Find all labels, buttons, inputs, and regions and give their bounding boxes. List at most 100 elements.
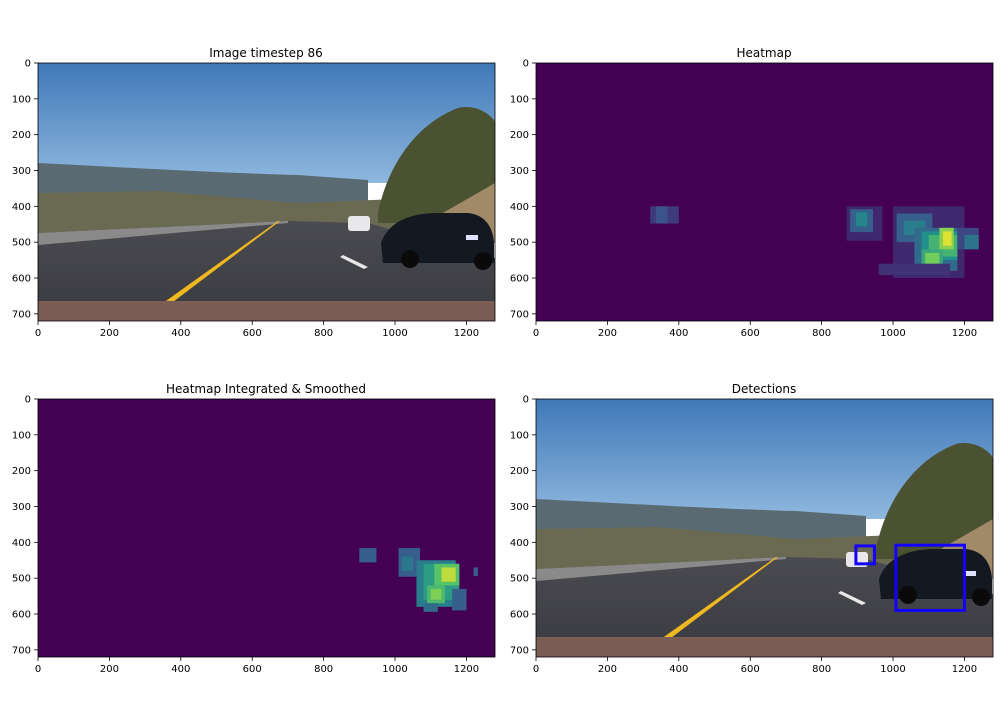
trees-right <box>876 442 993 559</box>
y-tick-label: 200 <box>12 466 31 477</box>
lane-line-yellow <box>654 557 778 644</box>
y-tick-label: 700 <box>12 645 31 656</box>
chart-title: Heatmap Integrated & Smoothed <box>166 382 366 396</box>
x-tick-label: 600 <box>243 328 262 339</box>
y-tick-label: 600 <box>12 274 31 285</box>
y-tick-label: 400 <box>510 538 529 549</box>
wheel <box>474 252 492 270</box>
y-tick-label: 500 <box>510 574 529 585</box>
chart-title: Detections <box>732 382 797 396</box>
x-tick-label: 200 <box>100 328 119 339</box>
axes-frame <box>535 398 994 658</box>
axes-frame <box>37 62 496 322</box>
y-tick-label: 0 <box>25 395 31 406</box>
y-tick-label: 300 <box>510 502 529 513</box>
heatmap-cell <box>655 206 668 224</box>
x-tick-label: 800 <box>812 664 831 675</box>
barrier <box>536 557 786 581</box>
x-tick-label: 200 <box>100 664 119 675</box>
x-tick-label: 400 <box>669 664 688 675</box>
y-tick-label: 100 <box>510 430 529 441</box>
panel-detections: Detections 0 200 400 600 800 1000 1200 0 100 200 3… <box>510 382 994 675</box>
panel-original-image: Image timestep 86 0 200 400 600 800 1000 12000… <box>12 46 496 339</box>
y-tick-label: 600 <box>510 274 529 285</box>
y-tick-label: 700 <box>510 309 529 320</box>
x-tick-label: 800 <box>812 328 831 339</box>
heatmap-cell <box>452 588 467 611</box>
y-tick-label: 700 <box>12 309 31 320</box>
x-tick-label: 0 <box>35 328 41 339</box>
heatmap-cell <box>925 252 940 268</box>
heatmap-cell <box>423 603 438 612</box>
license-plate <box>964 571 976 576</box>
car-hood <box>38 301 495 321</box>
chart-title: Image timestep 86 <box>209 46 323 60</box>
x-tick-label: 1000 <box>880 328 905 339</box>
x-tick-label: 200 <box>598 328 617 339</box>
y-tick-label: 0 <box>523 59 529 70</box>
x-tick-label: 1200 <box>454 328 479 339</box>
plot-area: 0 200 400 600 800 1000 1200 0 100 200 300 400 500 600… <box>510 59 994 339</box>
heatmap-background <box>38 399 495 657</box>
chart-title: Heatmap <box>736 46 791 60</box>
heatmap-cell <box>943 231 952 246</box>
x-tick-label: 800 <box>314 664 333 675</box>
detection-box <box>854 544 876 566</box>
trees-right <box>378 106 495 223</box>
heatmap-cell <box>964 235 979 250</box>
y-tick-label: 100 <box>12 94 31 105</box>
wheel <box>401 250 419 268</box>
x-tick-label: 200 <box>598 664 617 675</box>
x-tick-label: 800 <box>314 328 333 339</box>
road-photo <box>38 63 495 321</box>
plot-area: 0 200 400 600 800 1000 1200 0 100 200 300 400 500 600… <box>12 59 496 339</box>
x-tick-label: 400 <box>171 328 190 339</box>
y-tick-label: 200 <box>12 130 31 141</box>
x-tick-label: 1000 <box>880 664 905 675</box>
car-hood <box>536 637 993 657</box>
axes-frame <box>37 398 496 658</box>
license-plate <box>466 235 478 240</box>
heatmap-cell <box>359 548 377 563</box>
heatmap-cell <box>855 212 868 227</box>
y-tick-label: 300 <box>510 166 529 177</box>
panel-heatmap: Heatmap 0 200 400 600 800 1000 1200 0 100 200 300 4… <box>510 46 994 339</box>
y-tick-label: 0 <box>25 59 31 70</box>
y-tick-label: 700 <box>510 645 529 656</box>
y-tick-label: 100 <box>510 94 529 105</box>
road <box>38 221 495 321</box>
x-tick-label: 0 <box>533 328 539 339</box>
road <box>536 557 993 657</box>
y-tick-label: 0 <box>523 395 529 406</box>
x-tick-label: 1200 <box>952 664 977 675</box>
y-tick-label: 300 <box>12 166 31 177</box>
x-tick-label: 1000 <box>382 328 407 339</box>
detection-box <box>894 543 966 612</box>
axes-frame <box>535 62 994 322</box>
lane-dash <box>340 255 368 269</box>
panel-heatmap-integrated: Heatmap Integrated & Smoothed 0 200 400 600… <box>12 382 496 675</box>
x-tick-label: 400 <box>171 664 190 675</box>
car-black <box>381 213 494 270</box>
wheel <box>899 586 917 604</box>
x-tick-label: 600 <box>741 664 760 675</box>
x-tick-label: 1200 <box>952 328 977 339</box>
y-tick-label: 400 <box>510 202 529 213</box>
x-tick-label: 600 <box>741 328 760 339</box>
y-tick-label: 100 <box>12 430 31 441</box>
x-tick-label: 1000 <box>382 664 407 675</box>
y-tick-label: 600 <box>510 610 529 621</box>
x-tick-label: 600 <box>243 664 262 675</box>
y-tick-label: 300 <box>12 502 31 513</box>
y-tick-label: 200 <box>510 466 529 477</box>
y-tick-label: 500 <box>12 574 31 585</box>
y-tick-label: 500 <box>12 238 31 249</box>
barrier <box>38 221 288 245</box>
y-tick-label: 600 <box>12 610 31 621</box>
y-tick-label: 400 <box>12 202 31 213</box>
heatmap-cell <box>430 588 442 600</box>
wheel <box>972 588 990 606</box>
plot-area: 0 200 400 600 800 1000 1200 0 100 200 300 400 500 600… <box>12 395 496 675</box>
x-tick-label: 1200 <box>454 664 479 675</box>
